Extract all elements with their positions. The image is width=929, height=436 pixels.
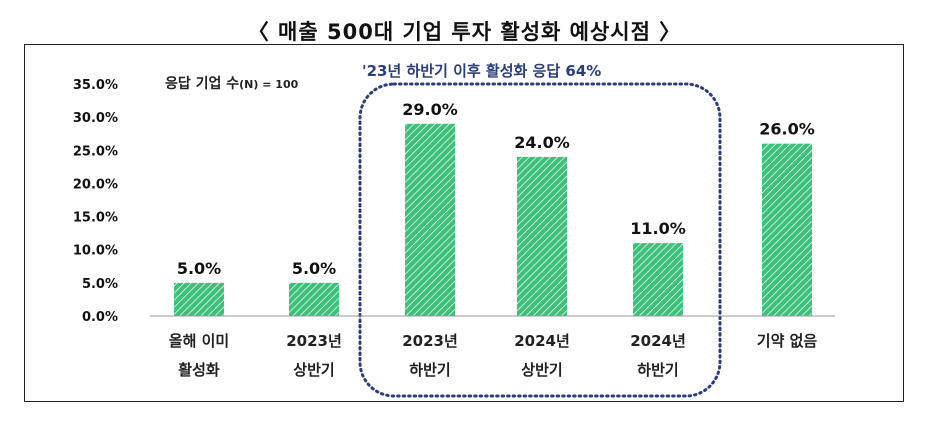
- chart-frame: [24, 44, 904, 402]
- x-tick-label: 올해 이미: [169, 332, 229, 350]
- x-tick-label: 상반기: [521, 361, 562, 379]
- bar: [174, 282, 224, 316]
- x-tick-label: 활성화: [178, 361, 220, 379]
- data-labels: 5.0% 5.0% 29.0% 24.0% 11.0% 26.0%: [177, 100, 815, 278]
- y-tick-label: 35.0%: [73, 78, 118, 93]
- y-axis: 0.0% 5.0% 10.0% 15.0% 20.0% 25.0% 30.0% 35.0%: [73, 78, 118, 325]
- bar: [517, 156, 567, 316]
- data-label: 5.0%: [292, 259, 336, 278]
- data-label: 24.0%: [514, 133, 570, 152]
- data-label: 11.0%: [630, 219, 686, 238]
- chart-title: 〈 매출 500대 기업 투자 활성화 예상시점 〉: [247, 20, 682, 44]
- y-tick-label: 10.0%: [73, 244, 118, 259]
- x-tick-label: 2024년: [630, 332, 686, 350]
- y-tick-label: 0.0%: [82, 310, 118, 325]
- bar: [289, 282, 339, 316]
- highlight-box: [358, 82, 722, 398]
- x-tick-label: 하반기: [637, 361, 678, 379]
- bar: [405, 123, 455, 317]
- y-tick-label: 20.0%: [73, 177, 118, 192]
- data-label: 26.0%: [759, 120, 815, 139]
- x-tick-label: 상반기: [293, 361, 334, 379]
- highlight-group: [358, 82, 722, 398]
- highlight-annotation: '23년 하반기 이후 활성화 응답 64%: [362, 62, 601, 80]
- bars: [174, 123, 812, 317]
- y-tick-label: 25.0%: [73, 144, 118, 159]
- y-tick-label: 30.0%: [73, 111, 118, 126]
- x-tick-label: 2023년: [286, 332, 342, 350]
- y-tick-label: 15.0%: [73, 211, 118, 226]
- sample-size-note: 응답 기업 수(N) = 100: [165, 75, 299, 92]
- x-tick-label: 2024년: [514, 332, 570, 350]
- bar: [633, 243, 683, 316]
- x-tick-label: 2023년: [402, 332, 458, 350]
- data-label: 29.0%: [402, 100, 458, 119]
- x-tick-label: 하반기: [409, 361, 450, 379]
- x-tick-label: 기약 없음: [757, 332, 818, 350]
- y-tick-label: 5.0%: [82, 277, 118, 292]
- data-label: 5.0%: [177, 259, 221, 278]
- bar: [762, 143, 812, 316]
